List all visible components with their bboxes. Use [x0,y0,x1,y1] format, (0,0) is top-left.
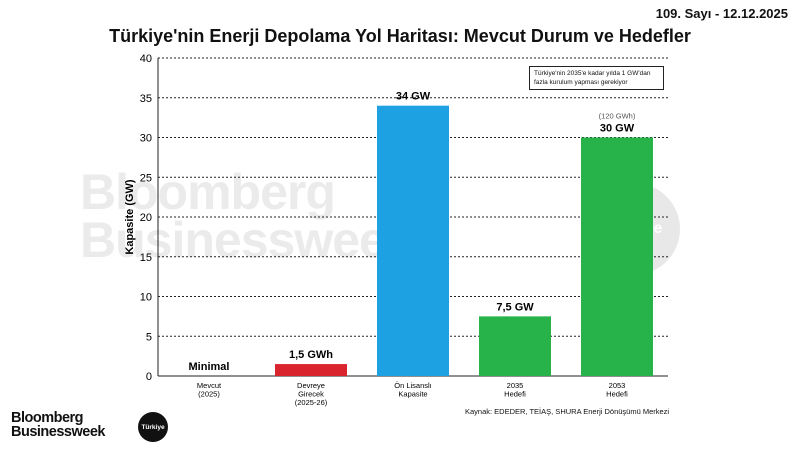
bar [479,316,551,376]
bar [275,364,347,376]
x-tick-label: Kapasite [398,390,427,399]
x-tick-label: Hedefi [504,390,526,399]
bar-annotation: (120 GWh) [599,112,636,121]
x-tick-label: (2025-26) [295,398,328,407]
logo-line1: Bloomberg [11,410,84,426]
data-label: 7,5 GW [496,301,534,313]
watermark-line1: Bloomberg [80,164,336,220]
chart-title: Türkiye'nin Enerji Depolama Yol Haritası… [109,26,691,46]
data-label: Minimal [189,361,230,373]
y-tick-label: 15 [140,252,152,264]
issue-date: 109. Sayı - 12.12.2025 [655,6,788,21]
y-tick-label: 35 [140,93,152,105]
x-tick-label: 2053 [609,381,626,390]
x-tick-label: Mevcut [197,381,222,390]
x-tick-label: Girecek [298,390,324,399]
y-tick-label: 5 [146,331,152,343]
note-box: Türkiye'nin 2035'e kadar yılda 1 GW'dan … [529,66,664,90]
data-label: 1,5 GWh [289,349,333,361]
y-tick-label: 0 [146,371,152,383]
bloomberg-businessweek-logo: Bloomberg Businessweek [11,410,105,440]
bar [581,137,653,376]
turkiye-badge: Türkiye [138,412,168,442]
x-tick-label: (2025) [198,390,220,399]
x-tick-label: 2035 [507,381,524,390]
x-tick-label: Devreye [297,381,325,390]
y-tick-label: 40 [140,53,152,65]
data-label: 34 GW [396,91,431,103]
x-tick-label: Ön Lisanslı [394,381,432,390]
logo-line2: Businessweek [11,424,105,440]
watermark-text: Bloomberg Businessweek [80,164,414,265]
bar [377,105,449,376]
y-axis-label: Kapasite (GW) [124,179,136,255]
y-tick-label: 20 [140,212,152,224]
x-tick-label: Hedefi [606,390,628,399]
data-label: 30 GW [600,123,635,135]
y-tick-label: 25 [140,172,152,184]
y-tick-label: 30 [140,133,152,145]
source-text: Kaynak: EDEDER, TEİAŞ, SHURA Enerji Dönü… [465,407,670,416]
y-tick-label: 10 [140,292,152,304]
